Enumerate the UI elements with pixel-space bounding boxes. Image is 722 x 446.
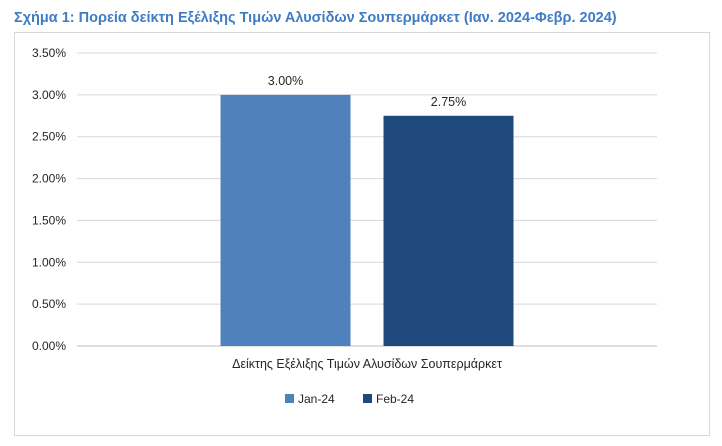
bar-feb-24: [383, 115, 514, 347]
legend-label-feb-24: Feb-24: [376, 392, 414, 406]
category-labels: Δείκτης Εξέλιξης Τιμών Αλυσίδων Σουπερμά…: [232, 357, 502, 371]
category-label: Δείκτης Εξέλιξης Τιμών Αλυσίδων Σουπερμά…: [232, 357, 502, 371]
y-tick-label: 0.50%: [32, 297, 66, 311]
y-tick-label: 0.00%: [32, 339, 66, 353]
y-axis-ticks: 0.00% 0.50% 1.00% 1.50% 2.00% 2.50% 3.00% 3.50%: [32, 46, 66, 353]
bars: [220, 94, 514, 347]
gridlines: [77, 52, 657, 347]
y-tick-label: 3.00%: [32, 88, 66, 102]
legend-swatch-jan-24: [285, 394, 294, 403]
chart-frame: 0.00% 0.50% 1.00% 1.50% 2.00% 2.50% 3.00% 3.50%…: [14, 32, 710, 436]
y-tick-label: 2.00%: [32, 172, 66, 186]
legend-label-jan-24: Jan-24: [298, 392, 335, 406]
y-tick-label: 1.00%: [32, 255, 66, 269]
bar-jan-24: [220, 94, 351, 346]
y-tick-label: 1.50%: [32, 213, 66, 227]
legend: Jan-24 Feb-24: [285, 392, 414, 406]
data-label-feb-24: 2.75%: [431, 95, 466, 109]
bar-chart: 0.00% 0.50% 1.00% 1.50% 2.00% 2.50% 3.00% 3.50%…: [32, 46, 657, 406]
data-labels: 3.00% 2.75%: [268, 74, 466, 109]
data-label-jan-24: 3.00%: [268, 74, 303, 88]
legend-swatch-feb-24: [363, 394, 372, 403]
y-tick-label: 3.50%: [32, 46, 66, 60]
chart-title: Σχήμα 1: Πορεία δείκτη Εξέλιξης Τιμών Αλ…: [14, 10, 617, 26]
y-tick-label: 2.50%: [32, 130, 66, 144]
